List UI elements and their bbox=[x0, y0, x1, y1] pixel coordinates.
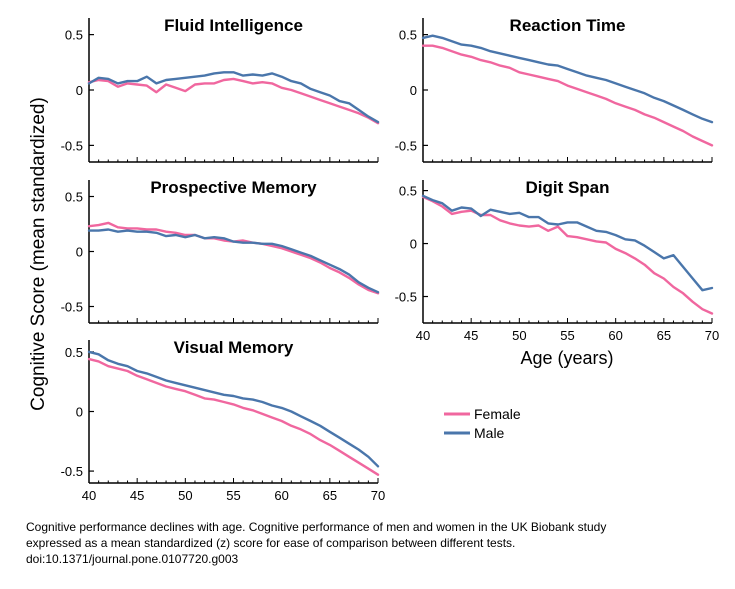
visual-memory-y-tick-label: 0 bbox=[76, 405, 83, 420]
visual-memory-x-tick-label: 70 bbox=[371, 488, 385, 503]
prospective-memory-y-tick-label: 0 bbox=[76, 245, 83, 260]
fluid-intelligence-y-tick-label: -0.5 bbox=[61, 138, 83, 153]
digit-span-y-tick-label: 0.5 bbox=[399, 184, 417, 199]
prospective-memory-series-male-line bbox=[87, 228, 380, 294]
fluid-intelligence-y-tick-label: 0.5 bbox=[65, 28, 83, 43]
prospective-memory-title: Prospective Memory bbox=[150, 178, 317, 197]
digit-span-x-tick-label: 55 bbox=[560, 328, 574, 343]
y-axis-label: Cognitive Score (mean standardized) bbox=[28, 97, 49, 411]
visual-memory-y-tick-label: 0.5 bbox=[65, 345, 83, 360]
digit-span-x-tick-label: 70 bbox=[705, 328, 719, 343]
digit-span-y-tick-label: -0.5 bbox=[395, 290, 417, 305]
panel-visual-memory: Visual Memory 0.5 0 -0.5 40 45 50 55 60 65 70 bbox=[61, 338, 386, 503]
digit-span-x-tick-label: 45 bbox=[464, 328, 478, 343]
visual-memory-x-tick-label: 55 bbox=[226, 488, 240, 503]
reaction-time-title: Reaction Time bbox=[510, 16, 626, 35]
reaction-time-y-tick-label: 0.5 bbox=[399, 28, 417, 43]
fluid-intelligence-title: Fluid Intelligence bbox=[164, 16, 303, 35]
digit-span-series-female-line bbox=[421, 195, 714, 315]
panel-prospective-memory: Prospective Memory 0.5 0 -0.5 bbox=[61, 178, 380, 324]
digit-span-x-tick-label: 40 bbox=[416, 328, 430, 343]
caption-line-1: Cognitive performance declines with age.… bbox=[26, 520, 607, 534]
x-axis-label: Age (years) bbox=[520, 348, 613, 368]
visual-memory-series-male-line bbox=[87, 350, 380, 468]
visual-memory-x-tick-label: 65 bbox=[323, 488, 337, 503]
caption-line-2: expressed as a mean standardized (z) sco… bbox=[26, 536, 516, 550]
legend-female-label: Female bbox=[474, 406, 521, 422]
panel-digit-span: Digit Span 0.5 0 -0.5 40 45 50 55 60 65 70 bbox=[395, 178, 720, 343]
digit-span-x-tick-label: 50 bbox=[512, 328, 526, 343]
fluid-intelligence-y-tick-label: 0 bbox=[76, 83, 83, 98]
digit-span-y-tick-label: 0 bbox=[410, 237, 417, 252]
caption-line-3: doi:10.1371/journal.pone.0107720.g003 bbox=[26, 552, 239, 566]
visual-memory-x-tick-label: 50 bbox=[178, 488, 192, 503]
panel-fluid-intelligence: Fluid Intelligence 0.5 0 -0.5 bbox=[61, 16, 380, 163]
legend-male-label: Male bbox=[474, 425, 505, 441]
visual-memory-y-tick-label: -0.5 bbox=[61, 464, 83, 479]
fluid-intelligence-series-male-line bbox=[87, 71, 380, 124]
reaction-time-y-tick-label: -0.5 bbox=[395, 138, 417, 153]
reaction-time-series-female-line bbox=[421, 44, 714, 147]
digit-span-x-tick-label: 60 bbox=[608, 328, 622, 343]
digit-span-series-male-line bbox=[421, 194, 714, 292]
visual-memory-title: Visual Memory bbox=[174, 338, 294, 357]
legend: Female Male bbox=[444, 406, 521, 441]
reaction-time-series-male-line bbox=[421, 34, 714, 124]
visual-memory-series-female-line bbox=[87, 357, 380, 476]
reaction-time-y-tick-label: 0 bbox=[410, 83, 417, 98]
visual-memory-x-tick-label: 40 bbox=[82, 488, 96, 503]
visual-memory-x-tick-label: 60 bbox=[274, 488, 288, 503]
figure-caption: Cognitive performance declines with age.… bbox=[26, 519, 716, 567]
fluid-intelligence-series-female-line bbox=[87, 77, 380, 125]
visual-memory-x-tick-label: 45 bbox=[130, 488, 144, 503]
prospective-memory-series-female-line bbox=[87, 221, 380, 295]
digit-span-x-tick-label: 65 bbox=[657, 328, 671, 343]
prospective-memory-y-tick-label: -0.5 bbox=[61, 300, 83, 315]
panel-reaction-time: Reaction Time 0.5 0 -0.5 bbox=[395, 16, 714, 163]
digit-span-title: Digit Span bbox=[525, 178, 609, 197]
panels-layer: Fluid Intelligence 0.5 0 -0.5 Reaction Time 0… bbox=[61, 16, 720, 503]
prospective-memory-y-tick-label: 0.5 bbox=[65, 190, 83, 205]
